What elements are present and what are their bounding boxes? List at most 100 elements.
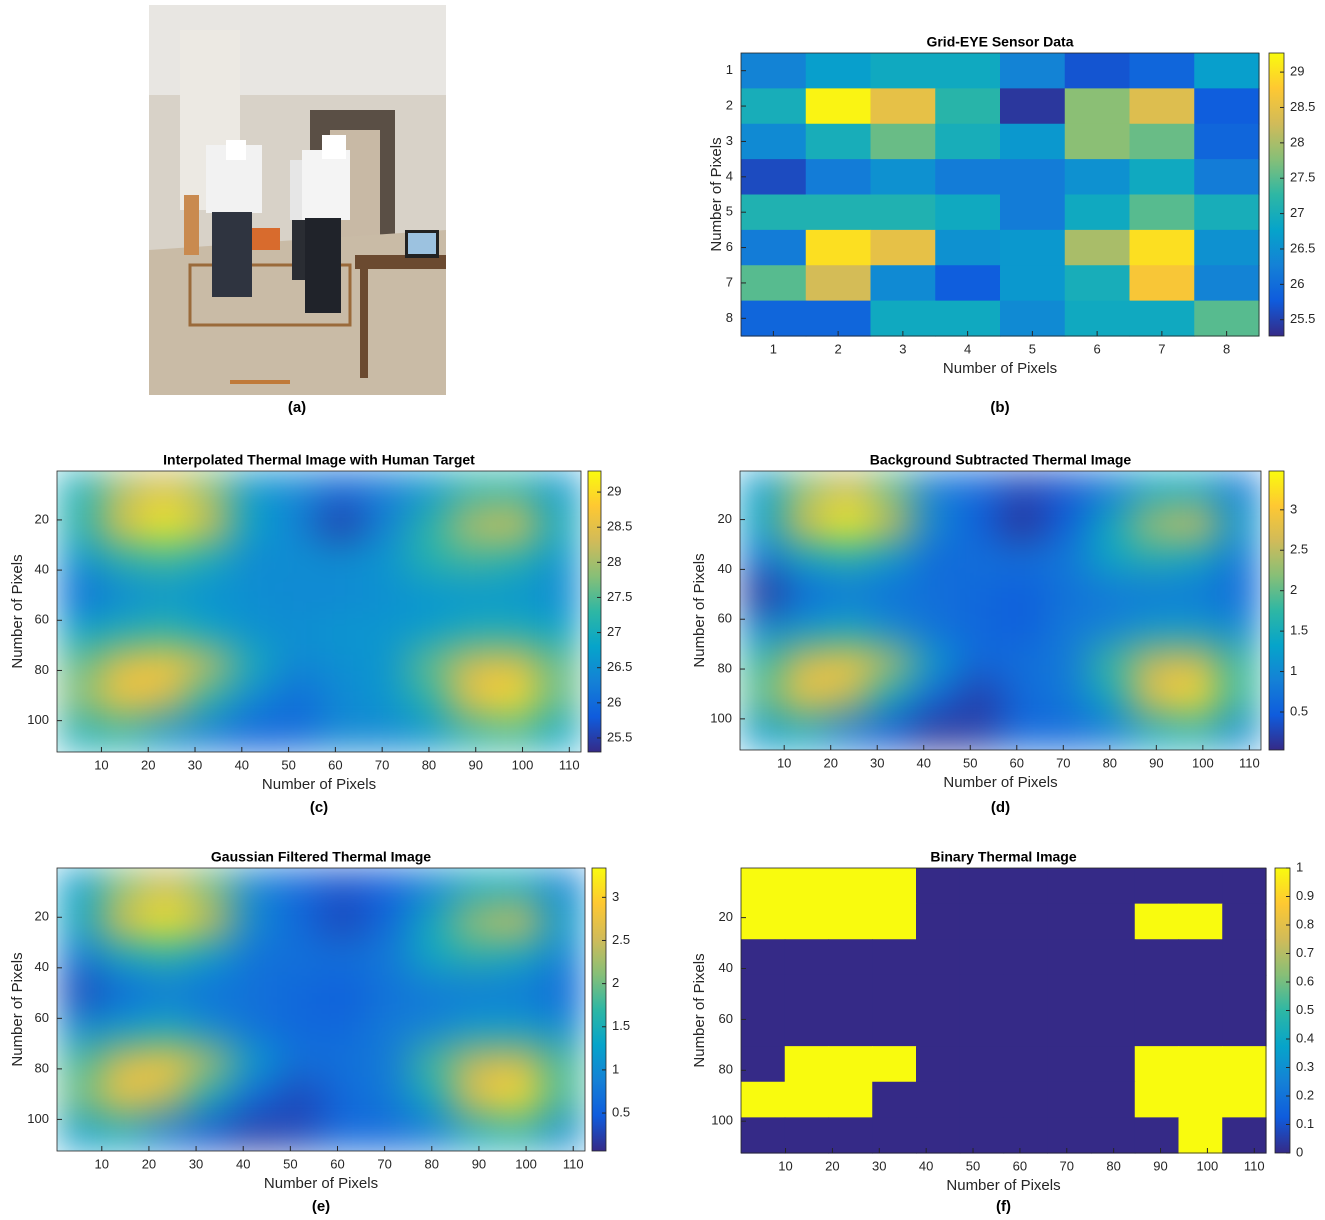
cell xyxy=(101,974,146,1010)
cell xyxy=(497,1045,542,1081)
cell xyxy=(935,53,1000,89)
x-tick-label: 100 xyxy=(512,757,534,772)
colorbar-tick-label: 1 xyxy=(612,1061,619,1076)
cell xyxy=(494,682,538,718)
cell xyxy=(101,1116,146,1152)
x-tick-label: 40 xyxy=(917,755,931,770)
x-tick-label: 110 xyxy=(559,757,580,772)
cell xyxy=(827,541,871,576)
cell xyxy=(1087,680,1131,715)
x-tick-label: 70 xyxy=(1060,1158,1074,1173)
cell xyxy=(1047,1011,1091,1047)
x-tick-label: 80 xyxy=(425,1156,439,1171)
x-tick-label: 2 xyxy=(835,341,842,356)
x-tick-label: 30 xyxy=(870,755,884,770)
cell xyxy=(957,541,1001,576)
x-tick-label: 10 xyxy=(777,755,791,770)
cell xyxy=(960,975,1004,1011)
colorbar-tick-label: 1.5 xyxy=(612,1018,630,1033)
cell xyxy=(870,645,914,680)
y-tick-label: 80 xyxy=(35,662,49,677)
cell xyxy=(829,1011,873,1047)
cell xyxy=(1179,975,1223,1011)
cell xyxy=(740,506,784,541)
cell xyxy=(1222,868,1266,904)
cell xyxy=(827,645,871,680)
caption: (c) xyxy=(310,799,328,816)
x-tick-label: 40 xyxy=(236,1156,250,1171)
cell xyxy=(872,1046,916,1082)
x-tick-label: 80 xyxy=(1103,755,1117,770)
panel: 10203040506070809010011020406080100Backg… xyxy=(691,452,1308,816)
cell xyxy=(277,1116,322,1152)
cell xyxy=(1130,53,1195,89)
cell xyxy=(1047,904,1091,940)
cell xyxy=(1131,680,1175,715)
cell xyxy=(409,903,454,939)
cell xyxy=(145,1116,190,1152)
cell xyxy=(806,124,871,160)
cell xyxy=(57,682,101,718)
cell xyxy=(450,682,494,718)
cell xyxy=(740,611,784,646)
y-tick-label: 20 xyxy=(718,511,732,526)
cell xyxy=(1000,230,1065,266)
cell xyxy=(365,1045,410,1081)
colorbar-tick-label: 29 xyxy=(607,484,621,499)
y-tick-label: 20 xyxy=(35,511,49,526)
cell xyxy=(1179,939,1223,975)
colorbar-tick-label: 29 xyxy=(1290,64,1304,79)
cell xyxy=(806,265,871,301)
cell xyxy=(741,904,785,940)
cell xyxy=(453,868,498,904)
cell xyxy=(188,682,232,718)
y-tick-label: 80 xyxy=(35,1060,49,1075)
cell xyxy=(785,975,829,1011)
cell xyxy=(144,471,188,507)
cell xyxy=(145,1080,190,1116)
colorbar-tick-label: 3 xyxy=(612,889,619,904)
y-tick-label: 7 xyxy=(726,274,733,289)
y-axis-label: Number of Pixels xyxy=(691,553,708,667)
cell xyxy=(829,868,873,904)
cell xyxy=(1131,645,1175,680)
cell xyxy=(783,611,827,646)
cell xyxy=(144,541,188,577)
cell xyxy=(275,471,319,507)
x-tick-label: 30 xyxy=(189,1156,203,1171)
figure: (a) 1234567812345678Grid-EYE Sensor Data… xyxy=(0,0,1325,1220)
cell xyxy=(1091,975,1135,1011)
cell xyxy=(783,645,827,680)
cell xyxy=(275,717,319,753)
cell xyxy=(409,1080,454,1116)
cell xyxy=(57,1010,102,1046)
cell xyxy=(1091,868,1135,904)
x-tick-label: 90 xyxy=(472,1156,486,1171)
cell xyxy=(785,1082,829,1118)
cell xyxy=(145,974,190,1010)
colorbar-tick-label: 0.5 xyxy=(1290,703,1308,718)
cell xyxy=(1218,506,1262,541)
caption: (f) xyxy=(996,1198,1011,1215)
cell xyxy=(1135,1082,1179,1118)
cell xyxy=(1047,1046,1091,1082)
colorbar-tick-label: 0.2 xyxy=(1296,1087,1314,1102)
cell xyxy=(232,682,276,718)
cell xyxy=(960,868,1004,904)
cell xyxy=(783,506,827,541)
cell xyxy=(741,124,806,160)
y-tick-label: 100 xyxy=(710,710,732,725)
cell xyxy=(741,230,806,266)
colorbar-tick-label: 2 xyxy=(612,975,619,990)
cell xyxy=(1174,506,1218,541)
cell xyxy=(537,717,581,753)
cell xyxy=(1174,471,1218,506)
x-tick-label: 110 xyxy=(1244,1158,1265,1173)
cell xyxy=(916,868,960,904)
cell xyxy=(1130,195,1195,231)
cell xyxy=(960,1046,1004,1082)
x-tick-label: 20 xyxy=(142,1156,156,1171)
cell xyxy=(363,471,407,507)
